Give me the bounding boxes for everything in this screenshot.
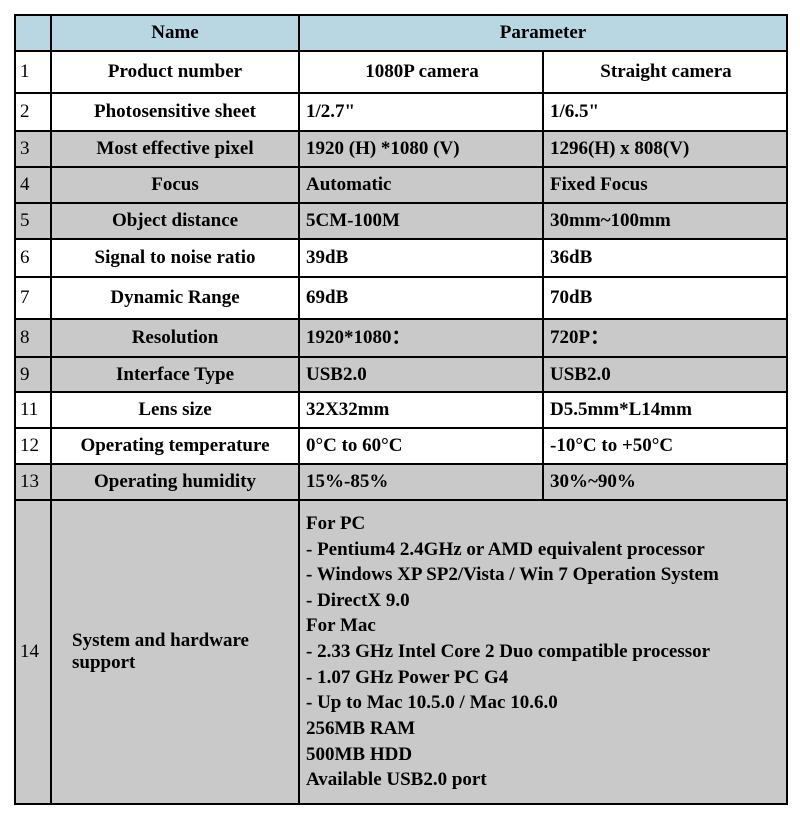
row-index: 13 [15, 464, 51, 500]
row-value-2: 30mm~100mm [543, 203, 787, 239]
row-index: 7 [15, 277, 51, 319]
row-value-1: 69dB [299, 277, 543, 319]
row-value-2: Straight camera [543, 51, 787, 93]
row-index: 12 [15, 428, 51, 464]
row-value-2: -10°C to +50°C [543, 428, 787, 464]
header-row: Name Parameter [15, 15, 787, 51]
row-name: Focus [51, 167, 299, 203]
row-index: 9 [15, 357, 51, 393]
table-row: 2Photosensitive sheet1/2.7"1/6.5" [15, 93, 787, 131]
table-row: 7Dynamic Range69dB70dB [15, 277, 787, 319]
row-name: Operating humidity [51, 464, 299, 500]
row-name: Product number [51, 51, 299, 93]
row-value-1: 1/2.7" [299, 93, 543, 131]
row-name: Lens size [51, 392, 299, 428]
table-row: 6Signal to noise ratio39dB36dB [15, 239, 787, 277]
table-row: 8Resolution1920*1080：720P： [15, 319, 787, 357]
row-value-2: 70dB [543, 277, 787, 319]
row-index: 4 [15, 167, 51, 203]
table-row: 3Most effective pixel1920 (H) *1080 (V)1… [15, 131, 787, 167]
header-blank [15, 15, 51, 51]
row-name: Resolution [51, 319, 299, 357]
system-support-text: For PC - Pentium4 2.4GHz or AMD equivale… [299, 500, 787, 804]
row-value-2: USB2.0 [543, 357, 787, 393]
row-name: Signal to noise ratio [51, 239, 299, 277]
row-value-2: D5.5mm*L14mm [543, 392, 787, 428]
row-index: 6 [15, 239, 51, 277]
row-name: System and hardware support [51, 500, 299, 804]
row-name: Interface Type [51, 357, 299, 393]
row-value-1: USB2.0 [299, 357, 543, 393]
table-row: 11Lens size32X32mmD5.5mm*L14mm [15, 392, 787, 428]
spec-table: Name Parameter 1Product number1080P came… [14, 14, 788, 805]
row-value-1: 5CM-100M [299, 203, 543, 239]
row-index: 5 [15, 203, 51, 239]
row-value-1: 0°C to 60°C [299, 428, 543, 464]
row-value-1: 1080P camera [299, 51, 543, 93]
row-name: Photosensitive sheet [51, 93, 299, 131]
table-row: 12Operating temperature0°C to 60°C-10°C … [15, 428, 787, 464]
table-body: 1Product number1080P cameraStraight came… [15, 51, 787, 804]
row-value-1: Automatic [299, 167, 543, 203]
row-value-2: 30%~90% [543, 464, 787, 500]
row-value-1: 39dB [299, 239, 543, 277]
row-index: 2 [15, 93, 51, 131]
row-index: 8 [15, 319, 51, 357]
row-value-2: 720P： [543, 319, 787, 357]
row-value-2: 1296(H) x 808(V) [543, 131, 787, 167]
row-value-1: 15%-85% [299, 464, 543, 500]
row-value-2: Fixed Focus [543, 167, 787, 203]
row-name: Object distance [51, 203, 299, 239]
row-value-2: 1/6.5" [543, 93, 787, 131]
row-value-1: 1920*1080： [299, 319, 543, 357]
row-value-1: 32X32mm [299, 392, 543, 428]
row-index: 3 [15, 131, 51, 167]
row-value-2: 36dB [543, 239, 787, 277]
table-row: 13Operating humidity15%-85%30%~90% [15, 464, 787, 500]
row-name: Most effective pixel [51, 131, 299, 167]
table-row: 9Interface TypeUSB2.0USB2.0 [15, 357, 787, 393]
row-name: Operating temperature [51, 428, 299, 464]
system-row: 14System and hardware supportFor PC - Pe… [15, 500, 787, 804]
header-name: Name [51, 15, 299, 51]
header-parameter: Parameter [299, 15, 787, 51]
row-index: 14 [15, 500, 51, 804]
row-index: 1 [15, 51, 51, 93]
table-row: 5Object distance5CM-100M30mm~100mm [15, 203, 787, 239]
table-row: 1Product number1080P cameraStraight came… [15, 51, 787, 93]
table-row: 4FocusAutomaticFixed Focus [15, 167, 787, 203]
row-index: 11 [15, 392, 51, 428]
row-name: Dynamic Range [51, 277, 299, 319]
row-value-1: 1920 (H) *1080 (V) [299, 131, 543, 167]
